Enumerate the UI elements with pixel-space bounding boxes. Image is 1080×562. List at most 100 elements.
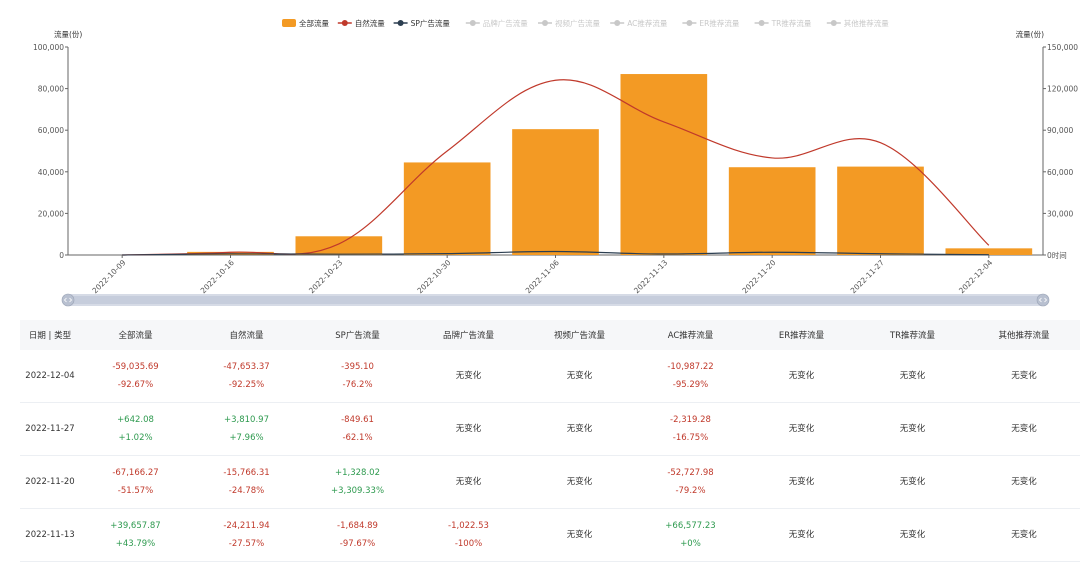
table-cell: +1,328.02+3,309.33%	[302, 456, 413, 509]
datazoom-fill[interactable]	[64, 296, 1048, 304]
legend-swatch-dot	[470, 20, 476, 26]
change-percent: -95.29%	[636, 376, 745, 394]
table-cell: 无变化	[968, 403, 1080, 456]
column-header: 其他推荐流量	[968, 320, 1080, 350]
change-value: -10,987.22	[636, 358, 745, 376]
bar-2022-11-13	[621, 74, 708, 255]
legend-label: 全部流量	[299, 18, 329, 28]
table-cell: -47,653.37-92.25%	[191, 350, 302, 403]
no-change-text: 无变化	[567, 530, 593, 540]
y-left-tick-label: 80,000	[38, 85, 64, 94]
change-percent: +0%	[636, 535, 745, 553]
legend-swatch-dot	[398, 20, 404, 26]
no-change-text: 无变化	[789, 424, 815, 434]
legend-item[interactable]: 品牌广告流量	[466, 18, 528, 28]
legend-item[interactable]: 其他推荐流量	[827, 18, 889, 28]
no-change-text: 无变化	[1011, 424, 1037, 434]
legend-label: 视频广告流量	[555, 18, 600, 28]
table-cell: +66,577.23+0%	[635, 509, 746, 562]
table-cell: 无变化	[413, 456, 524, 509]
bar-2022-10-30	[404, 162, 491, 255]
change-percent: +43.79%	[81, 535, 190, 553]
legend-label: 品牌广告流量	[483, 18, 528, 28]
table-cell: 无变化	[857, 350, 968, 403]
bar-2022-11-06	[512, 129, 599, 255]
table-cell: 无变化	[857, 456, 968, 509]
change-percent: -100%	[414, 535, 523, 553]
change-percent: -24.78%	[192, 482, 301, 500]
legend-label: SP广告流量	[411, 18, 451, 28]
traffic-chart: 全部流量 自然流量 SP广告流量 品牌广告流量 视频广告流量 AC推荐流量 ER推荐流量 TR…	[0, 0, 1080, 320]
legend-item[interactable]: TR推荐流量	[755, 18, 812, 28]
table-cell: 无变化	[413, 350, 524, 403]
y-right-tick-label: 90,000	[1047, 126, 1073, 135]
column-header: 视频广告流量	[524, 320, 635, 350]
bar-2022-11-27	[837, 167, 924, 255]
legend-item[interactable]: SP广告流量	[394, 18, 451, 28]
chart-svg: 全部流量 自然流量 SP广告流量 品牌广告流量 视频广告流量 AC推荐流量 ER推荐流量 TR…	[0, 0, 1080, 320]
table-cell: 无变化	[746, 456, 857, 509]
no-change-text: 无变化	[900, 371, 926, 381]
table-cell: 无变化	[413, 403, 524, 456]
legend-swatch-dot	[686, 20, 692, 26]
legend-label: 自然流量	[355, 18, 385, 28]
change-percent: -92.25%	[192, 376, 301, 394]
legend-item[interactable]: AC推荐流量	[610, 18, 668, 28]
table-cell: 无变化	[746, 350, 857, 403]
x-tick-label: 2022-12-04	[957, 258, 994, 295]
no-change-text: 无变化	[456, 477, 482, 487]
table-cell: 无变化	[968, 456, 1080, 509]
table-cell: 无变化	[524, 509, 635, 562]
no-change-text: 无变化	[456, 424, 482, 434]
column-header: 自然流量	[191, 320, 302, 350]
legend-label: 其他推荐流量	[844, 18, 889, 28]
y-right-tick-label: 150,000	[1047, 43, 1078, 52]
table-cell: -15,766.31-24.78%	[191, 456, 302, 509]
change-percent: -79.2%	[636, 482, 745, 500]
no-change-text: 无变化	[567, 477, 593, 487]
legend-item[interactable]: 全部流量	[282, 18, 329, 28]
legend-item[interactable]: 视频广告流量	[538, 18, 600, 28]
change-percent: -97.67%	[303, 535, 412, 553]
x-tick-label: 2022-10-16	[199, 258, 236, 295]
change-value: +39,657.87	[81, 517, 190, 535]
legend-swatch-dot	[342, 20, 348, 26]
table-cell: -849.61-62.1%	[302, 403, 413, 456]
legend-label: AC推荐流量	[627, 18, 668, 28]
table-cell: 无变化	[524, 403, 635, 456]
change-value: -59,035.69	[81, 358, 190, 376]
column-header: TR推荐流量	[857, 320, 968, 350]
no-change-text: 无变化	[900, 530, 926, 540]
legend-swatch	[282, 19, 296, 27]
table-cell: -395.10-76.2%	[302, 350, 413, 403]
datazoom-right-handle[interactable]	[1037, 294, 1049, 306]
x-tick-label: 2022-10-23	[307, 258, 344, 295]
column-header: ER推荐流量	[746, 320, 857, 350]
column-header: 日期 | 类型	[20, 320, 80, 350]
bar-2022-10-23	[296, 236, 383, 255]
y-left-tick-label: 60,000	[38, 126, 64, 135]
change-percent: -62.1%	[303, 429, 412, 447]
change-value: +1,328.02	[303, 464, 412, 482]
x-tick-label: 2022-11-13	[632, 258, 669, 295]
table-cell: +3,810.97+7.96%	[191, 403, 302, 456]
legend-item[interactable]: ER推荐流量	[682, 18, 739, 28]
table-cell: 无变化	[968, 509, 1080, 562]
change-value: -15,766.31	[192, 464, 301, 482]
table-cell: 无变化	[524, 456, 635, 509]
datazoom-left-handle[interactable]	[62, 294, 74, 306]
no-change-text: 无变化	[789, 530, 815, 540]
table-cell: -67,166.27-51.57%	[80, 456, 191, 509]
change-value: +66,577.23	[636, 517, 745, 535]
row-date: 2022-11-20	[20, 456, 80, 509]
legend-swatch-dot	[831, 20, 837, 26]
table-row: 2022-11-20-67,166.27-51.57%-15,766.31-24…	[20, 456, 1080, 509]
change-percent: +3,309.33%	[303, 482, 412, 500]
table-cell: 无变化	[968, 350, 1080, 403]
x-tick-label: 2022-11-20	[740, 258, 777, 295]
legend-item[interactable]: 自然流量	[338, 18, 385, 28]
y-right-axis-name: 流量(份)	[1016, 29, 1044, 39]
